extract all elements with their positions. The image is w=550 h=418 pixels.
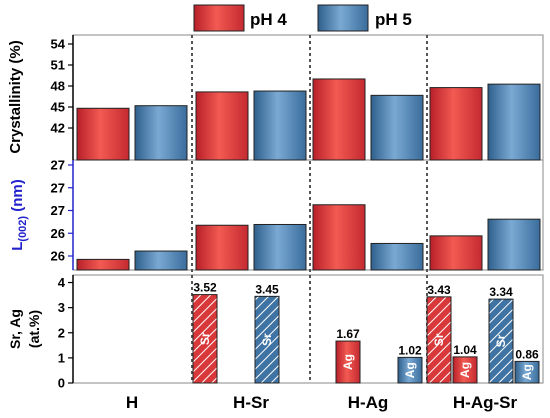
y-tick-label: 54	[51, 37, 66, 52]
bar-ph5	[253, 90, 307, 161]
legend-label-ph4: pH 4	[250, 10, 287, 29]
data-label: 3.52	[193, 281, 217, 295]
bar-ph5	[370, 94, 424, 161]
bar-ag-ph4	[335, 340, 361, 384]
l002-y-title-sub: (002)	[17, 216, 29, 242]
crystallinity-y-title: Crystallinity (%)	[7, 40, 24, 153]
data-label: 3.45	[255, 282, 279, 296]
y-tick-label: 4	[58, 275, 66, 290]
bar-sr-ph4	[426, 296, 452, 384]
bar-element-label: Ag	[520, 364, 534, 380]
data-label: 3.34	[489, 285, 513, 299]
y-tick-label: 26	[51, 249, 65, 264]
x-tick-label: H-Sr	[233, 393, 269, 412]
bar-element-label: Ag	[458, 362, 472, 378]
x-tick-label: H-Ag-Sr	[453, 393, 518, 412]
bar-ph5	[487, 218, 541, 271]
y-tick-label: 3	[58, 300, 65, 315]
bar-element-label: Sr	[260, 333, 274, 346]
x-tick-label: H-Ag	[348, 393, 389, 412]
x-tick-label: H	[126, 393, 138, 412]
bar-ph4	[76, 258, 130, 271]
data-label: 0.86	[515, 347, 539, 361]
y-tick-label: 0	[58, 376, 65, 391]
bar-ag-ph5	[514, 360, 540, 384]
legend-swatch-ph5	[317, 4, 369, 32]
bar-ph4	[76, 107, 130, 161]
bar-ag-ph5	[397, 356, 423, 384]
bar-element-label: Ag	[341, 354, 355, 370]
sr-ag-y-title-line1: Sr, Ag	[7, 309, 23, 349]
bar-ph5	[487, 83, 541, 161]
bar-ph5	[134, 105, 188, 161]
l002-y-title-unit: (nm)	[9, 179, 26, 216]
bar-ph4	[312, 78, 366, 161]
y-tick-label: 51	[51, 58, 65, 73]
data-label: 1.02	[398, 343, 422, 357]
y-tick-label: 27	[51, 180, 65, 195]
y-tick-label: 27	[51, 203, 65, 218]
y-tick-label: 2	[58, 325, 65, 340]
y-tick-label: 48	[51, 79, 65, 94]
bar-ph4	[195, 224, 249, 271]
bar-element-label: Ag	[403, 362, 417, 378]
bar-element-label: Sr	[432, 333, 446, 346]
y-tick-label: 45	[51, 100, 65, 115]
y-tick-label: 26	[51, 226, 65, 241]
data-label: 1.04	[453, 343, 477, 357]
l002-y-title-main: L	[9, 242, 26, 251]
bar-ph4	[312, 204, 366, 271]
bar-ph5	[370, 242, 424, 271]
bar-sr-ph4	[192, 294, 218, 384]
legend-swatch-ph4	[193, 4, 245, 32]
bar-ph5	[134, 250, 188, 271]
bar-element-label: Sr	[198, 332, 212, 345]
bar-ph4	[195, 91, 249, 161]
group-separators	[191, 35, 428, 383]
bar-ph5	[253, 223, 307, 271]
bar-ph4	[429, 87, 483, 161]
chart-marks: 42 45 48 51 54 26 26 27 27 27 0 1 2 3 4 3.52 Sr 3.45 Sr 1.6…	[51, 37, 541, 412]
bar-sr-ph5	[488, 298, 514, 384]
sr-ag-y-title-line2: (at.%)	[26, 310, 42, 348]
legend: pH 4 pH 5	[193, 4, 412, 32]
y-tick-label: 42	[51, 121, 65, 136]
y-tick-label: 1	[58, 350, 65, 365]
l002-y-title: L(002) (nm)	[9, 179, 29, 251]
y-tick-label: 27	[51, 158, 65, 173]
bar-sr-ph5	[254, 295, 280, 384]
legend-label-ph5: pH 5	[375, 10, 412, 29]
data-label: 1.67	[336, 327, 360, 341]
bar-ph4	[429, 235, 483, 271]
bar-ag-ph4	[452, 356, 478, 384]
data-label: 3.43	[427, 283, 451, 297]
bar-element-label: Sr	[494, 334, 508, 347]
